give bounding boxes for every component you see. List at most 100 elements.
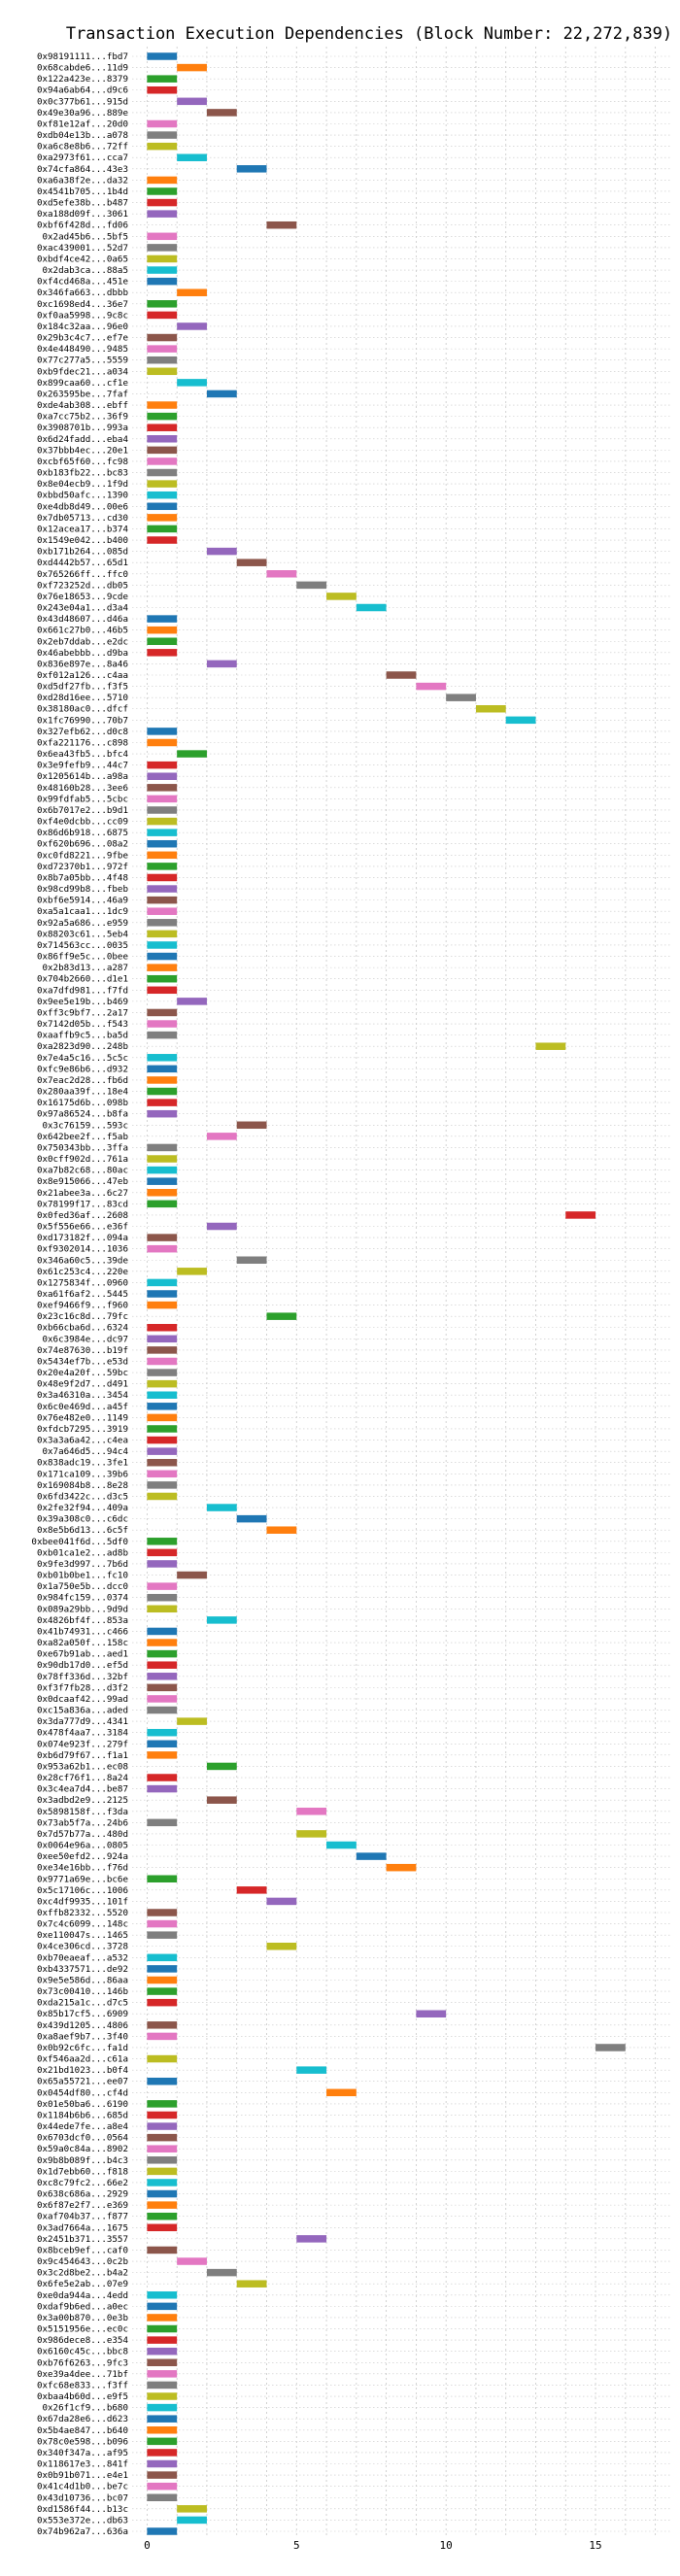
- transaction-label: 0x3da777d9...4341: [37, 1716, 128, 1727]
- transaction-bar: [206, 1222, 237, 1231]
- transaction-bar: [147, 198, 178, 207]
- transaction-label: 0x3ad7664a...1675: [37, 2222, 128, 2233]
- transaction-bar: [177, 998, 207, 1005]
- transaction-bar: [177, 1717, 207, 1725]
- transaction-label: 0x74b962a7...636a: [37, 2526, 128, 2537]
- transaction-label: 0xdaf9b6ed...a0ec: [37, 2301, 128, 2312]
- transaction-label: 0xa8aef9b7...3f40: [37, 2031, 128, 2042]
- transaction-label: 0x1205614b...a98a: [37, 771, 128, 782]
- transaction-bar: [147, 401, 178, 409]
- transaction-label: 0x1549e042...b400: [37, 535, 128, 546]
- transaction-bar: [147, 514, 178, 522]
- transaction-label: 0x2fe32f94...409a: [37, 1503, 128, 1513]
- transaction-bar: [206, 660, 237, 668]
- transaction-label: 0xbee041f6d...5df0: [31, 1537, 128, 1547]
- transaction-bar: [147, 1998, 178, 2007]
- gridlines: [132, 47, 670, 2537]
- transaction-label: 0x6160c45c...bbc8: [37, 2347, 128, 2357]
- transaction-bar: [236, 1886, 267, 1894]
- transaction-label: 0x4ce306cd...3728: [37, 1942, 128, 1952]
- transaction-label: 0x3908701b...993a: [37, 423, 128, 433]
- transaction-label: 0x2451b371...3557: [37, 2234, 128, 2245]
- transaction-label: 0x3c76159...593c: [42, 1120, 128, 1131]
- transaction-bar: [147, 2100, 178, 2108]
- transaction-bar: [147, 772, 178, 780]
- transaction-bar: [147, 1234, 178, 1241]
- transaction-label: 0xf3f7fb28...d3f2: [37, 1682, 128, 1693]
- transaction-bar: [206, 390, 237, 398]
- transaction-bar: [147, 2415, 178, 2423]
- transaction-label: 0xde4ab308...ebff: [37, 400, 128, 411]
- transaction-bar: [147, 1076, 178, 1084]
- transaction-label: 0x76e18653...9cde: [37, 592, 128, 602]
- transaction-label: 0x1184b6b6...685d: [37, 2110, 128, 2120]
- transaction-label: 0xe4db8d49...00e6: [37, 501, 128, 512]
- transaction-bar: [206, 109, 237, 117]
- transaction-bar: [147, 885, 178, 893]
- transaction-bar: [147, 1369, 178, 1376]
- transaction-label: 0xe39a4dee...71bf: [37, 2369, 128, 2380]
- transaction-label: 0x1a750e5b...dcc0: [37, 1581, 128, 1592]
- transaction-label: 0x750343bb...3ffa: [37, 1142, 128, 1153]
- transaction-bar: [147, 919, 178, 927]
- transaction-bar: [147, 1425, 178, 1433]
- transaction-label: 0xfa221176...c898: [37, 737, 128, 748]
- transaction-label: 0x8e5b6d13...6c5f: [37, 1525, 128, 1536]
- transaction-bar: [147, 2054, 178, 2063]
- transaction-label: 0x28cf76f1...8a24: [37, 1773, 129, 1783]
- transaction-label: 0xa7b82c68...80ac: [37, 1166, 128, 1176]
- transaction-bar: [386, 1863, 417, 1872]
- transaction-bar: [147, 458, 178, 465]
- transaction-label: 0x6703dcf0...0564: [37, 2133, 129, 2144]
- transaction-bar: [147, 1953, 178, 1962]
- transaction-label: 0xe0da944a...4edd: [37, 2290, 128, 2301]
- transaction-label: 0x836e897e...8a46: [37, 659, 128, 669]
- transaction-label: 0x642bee2f...f5ab: [37, 1132, 128, 1142]
- transaction-bar: [147, 525, 178, 533]
- transaction-label: 0x29b3c4c7...ef7e: [37, 333, 128, 344]
- transaction-bar: [147, 1818, 178, 1827]
- transaction-bar: [147, 1335, 178, 1343]
- transaction-label: 0x280aa39f...18e4: [37, 1087, 129, 1098]
- transaction-bar: [147, 2493, 178, 2502]
- transaction-bar: [147, 1403, 178, 1410]
- transaction-bar: [147, 1639, 178, 1646]
- transaction-label: 0x765266ff...ffc0: [37, 569, 128, 580]
- transaction-bar: [147, 119, 178, 128]
- transaction-bar: [147, 333, 178, 342]
- transaction-label: 0xbf6e5914...46a9: [37, 896, 128, 906]
- transaction-label: 0xaf704b37...f877: [37, 2212, 128, 2222]
- transaction-label: 0x26f1cf9...b680: [42, 2403, 128, 2414]
- transaction-label: 0xf012a126...c4aa: [37, 670, 128, 681]
- transaction-bar: [475, 704, 506, 713]
- transaction-label: 0xe67b91ab...aed1: [37, 1649, 128, 1660]
- transaction-label: 0x61c253c4...220e: [37, 1267, 128, 1277]
- transaction-label: 0xc1698ed4...36e7: [37, 299, 128, 310]
- transaction-bar: [147, 795, 178, 803]
- transaction-label: 0xc15a836a...aded: [37, 1706, 128, 1716]
- transaction-bar: [147, 2201, 178, 2209]
- chart-title: Transaction Execution Dependencies (Bloc…: [66, 24, 672, 44]
- transaction-label: 0x553e372e...db63: [37, 2515, 128, 2525]
- transaction-bar: [147, 1155, 178, 1163]
- transaction-bar: [147, 2358, 178, 2367]
- transaction-bar: [147, 536, 178, 544]
- transaction-label: 0x8e915066...47eb: [37, 1176, 128, 1187]
- transaction-bar: [206, 547, 237, 556]
- transaction-bar: [147, 2324, 178, 2333]
- transaction-bar: [147, 738, 178, 747]
- transaction-bar: [147, 52, 178, 60]
- transaction-label: 0x346fa663...dbbb: [37, 288, 128, 298]
- transaction-label: 0x9b8b089f...b4c3: [37, 2155, 128, 2166]
- transaction-label: 0x340f347a...af95: [37, 2448, 128, 2458]
- transaction-label: 0xa7cc75b2...36f9: [37, 412, 128, 423]
- transaction-bar: [326, 593, 357, 600]
- transaction-label: 0xb183fb22...bc83: [37, 468, 128, 479]
- transaction-bar: [296, 1808, 327, 1815]
- x-tick-label: 10: [440, 2539, 453, 2552]
- transaction-bar: [206, 1796, 237, 1804]
- transaction-bar: [356, 603, 387, 612]
- transaction-label: 0x73c00410...146b: [37, 1986, 128, 1997]
- transaction-bar: [147, 300, 178, 308]
- transaction-label: 0x263595be...7faf: [37, 389, 128, 399]
